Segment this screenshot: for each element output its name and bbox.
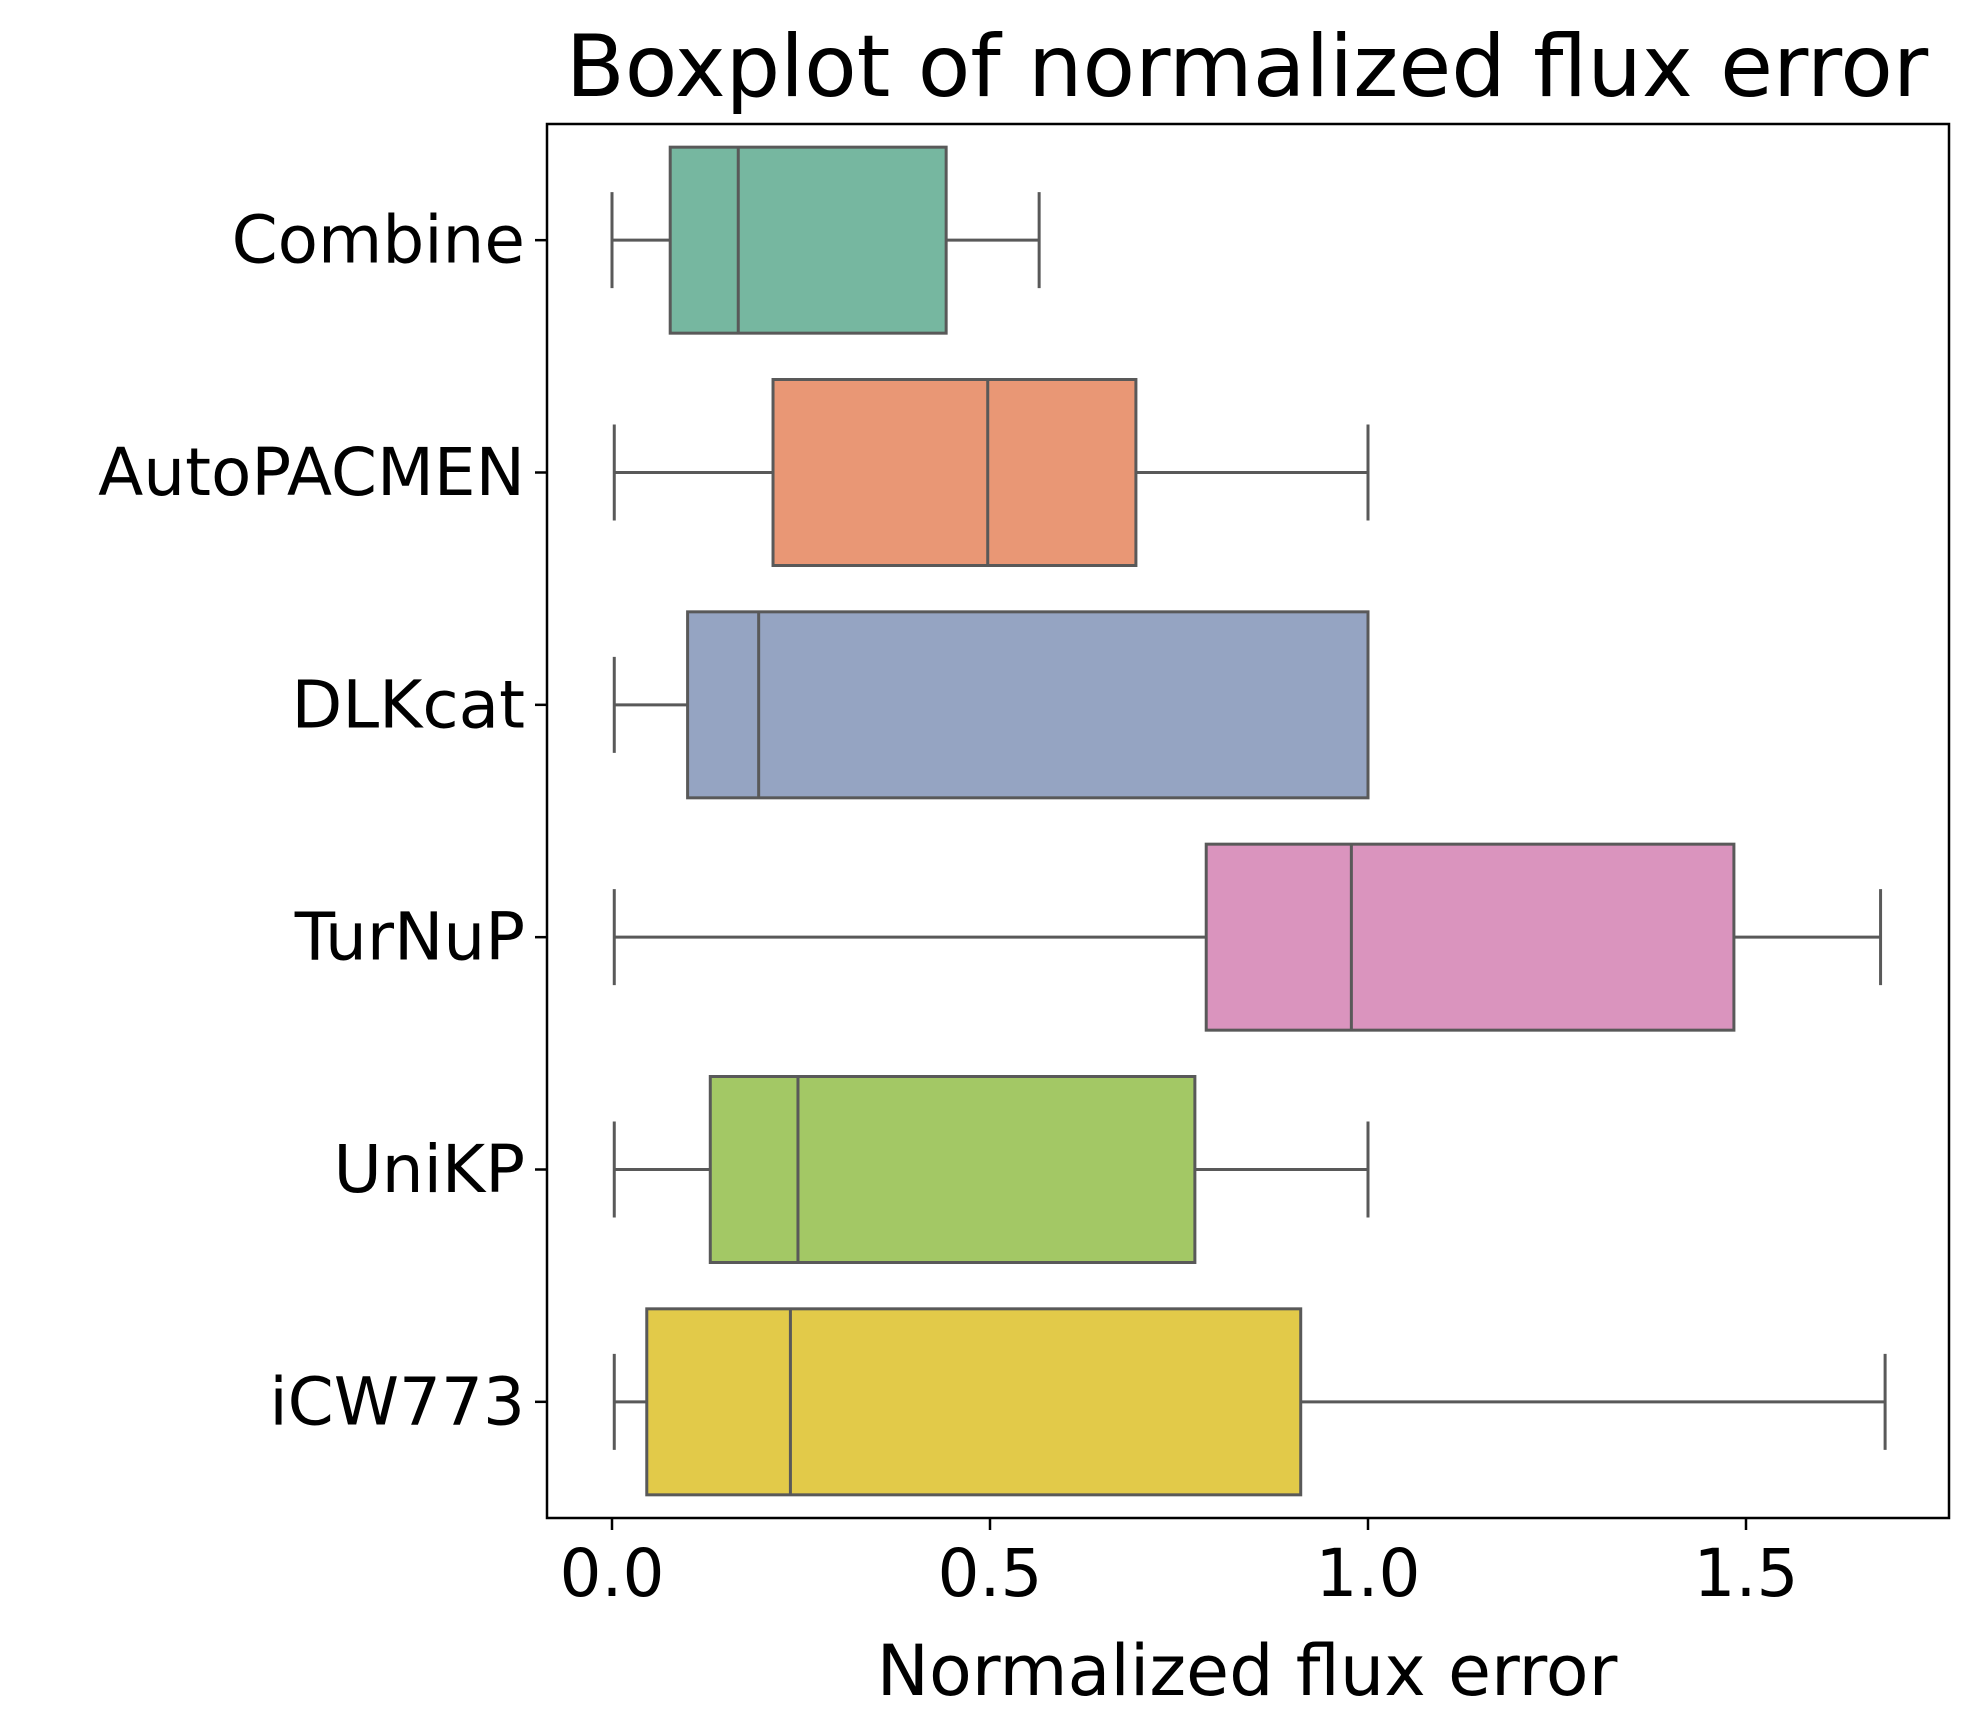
y-tick-label-autopacmen: AutoPACMEN [98,434,525,511]
x-tick-label: 0.0 [560,1535,665,1612]
chart-title: Boxplot of normalized flux error [566,17,1929,117]
box-group-turnup [612,842,1883,1032]
y-tick-label-dlkcat: DLKcat [292,666,525,743]
box-autopacmen [771,378,1138,567]
box-group-autopacmen [612,378,1370,567]
x-axis-label: Normalized flux error [877,1630,1618,1712]
box-group-combine [610,145,1041,335]
y-tick-label-combine: Combine [232,202,525,279]
y-tick-label-turnup: TurNuP [294,899,525,976]
y-tick-label-unikp: UniKP [333,1131,525,1208]
axes: Combine AutoPACMEN DLKcat TurNuP UniKP iCW773… [98,202,1798,1612]
x-tick-label: 1.5 [1694,1535,1799,1612]
box-combine [668,145,948,335]
box-icw773 [645,1307,1303,1497]
plot-frame [545,122,1951,1520]
x-tick-label: 0.5 [938,1535,1043,1612]
box-turnup [1204,842,1736,1032]
plot-area [610,145,1887,1497]
x-tick-label: 1.0 [1316,1535,1421,1612]
box-group-dlkcat [612,610,1370,800]
box-group-unikp [612,1075,1370,1264]
y-tick-label-icw773: iCW773 [269,1363,525,1440]
box-dlkcat [686,610,1370,800]
box-unikp [708,1075,1197,1264]
box-group-icw773 [612,1307,1887,1497]
